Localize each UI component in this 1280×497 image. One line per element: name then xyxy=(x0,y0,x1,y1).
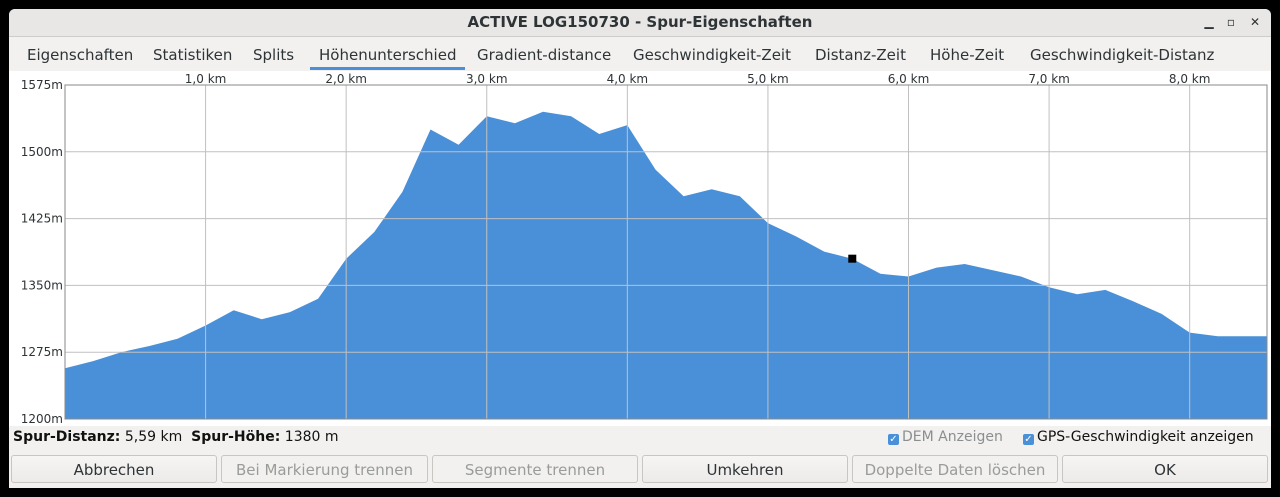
x-tick-label: 2,0 km xyxy=(325,72,367,86)
y-tick-label: 1350m xyxy=(21,278,63,292)
x-tick-label: 8,0 km xyxy=(1169,72,1211,86)
chart-frame xyxy=(64,84,1268,420)
tab-bar: Eigenschaften Statistiken Splits Höhenun… xyxy=(9,42,1271,70)
tab-hoehenunterschied[interactable]: Höhenunterschied xyxy=(309,42,467,70)
minimize-icon[interactable]: ▁ xyxy=(1204,15,1214,29)
height-label: Spur-Höhe: xyxy=(191,429,281,445)
x-tick-label: 6,0 km xyxy=(888,72,930,86)
x-tick-label: 5,0 km xyxy=(747,72,789,86)
gps-speed-checkbox[interactable]: ✓ GPS-Geschwindigkeit anzeigen xyxy=(1023,429,1254,445)
elevation-area xyxy=(65,111,1267,419)
cancel-button[interactable]: Abbrechen xyxy=(11,455,217,483)
button-bar: Abbrechen Bei Markierung trennen Segment… xyxy=(9,455,1271,485)
split-segments-button[interactable]: Segmente trennen xyxy=(432,455,638,483)
checkbox-checked-icon[interactable]: ✓ xyxy=(1023,434,1034,445)
close-icon[interactable]: ✕ xyxy=(1249,15,1261,29)
checkbox-checked-icon[interactable]: ✓ xyxy=(888,434,899,445)
tab-hoehe-zeit[interactable]: Höhe-Zeit xyxy=(930,46,1005,64)
x-tick-label: 4,0 km xyxy=(607,72,649,86)
reverse-button[interactable]: Umkehren xyxy=(642,455,848,483)
y-tick-label: 1200m xyxy=(21,412,63,426)
tab-geschwindigkeit-zeit[interactable]: Geschwindigkeit-Zeit xyxy=(633,46,791,64)
dem-checkbox[interactable]: ✓ DEM Anzeigen xyxy=(888,429,1003,445)
y-tick-label: 1575m xyxy=(21,78,63,92)
x-tick-label: 1,0 km xyxy=(185,72,227,86)
height-value: 1380 m xyxy=(284,429,339,445)
ok-button[interactable]: OK xyxy=(1062,455,1268,483)
elevation-chart-svg[interactable]: 1575m 1500m 1425m 1350m 1275m 1200m 1,0 km 2,0 … xyxy=(9,71,1271,426)
track-info: Spur-Distanz: 5,59 km Spur-Höhe: 1380 m xyxy=(13,429,339,445)
delete-duplicates-button[interactable]: Doppelte Daten löschen xyxy=(852,455,1058,483)
title-bar[interactable]: ACTIVE LOG150730 - Spur-Eigenschaften ▁ … xyxy=(9,9,1271,37)
tab-geschwindigkeit-distanz[interactable]: Geschwindigkeit-Distanz xyxy=(1030,46,1215,64)
y-tick-label: 1425m xyxy=(21,212,63,226)
tab-gradient-distance[interactable]: Gradient-distance xyxy=(477,46,612,64)
distance-label: Spur-Distanz: xyxy=(13,429,121,445)
elevation-chart[interactable]: 1575m 1500m 1425m 1350m 1275m 1200m 1,0 km 2,0 … xyxy=(9,71,1271,426)
window-title: ACTIVE LOG150730 - Spur-Eigenschaften xyxy=(467,13,813,31)
y-tick-label: 1275m xyxy=(21,345,63,359)
position-marker xyxy=(848,254,857,263)
tab-statistiken[interactable]: Statistiken xyxy=(153,46,233,64)
tab-eigenschaften[interactable]: Eigenschaften xyxy=(27,46,134,64)
tab-splits[interactable]: Splits xyxy=(253,46,295,64)
maximize-icon[interactable]: ▫ xyxy=(1226,15,1236,29)
distance-value: 5,59 km xyxy=(124,429,183,445)
y-tick-label: 1500m xyxy=(21,145,63,159)
tab-distanz-zeit[interactable]: Distanz-Zeit xyxy=(815,46,906,64)
dem-checkbox-label: DEM Anzeigen xyxy=(902,429,1003,445)
split-at-marker-button[interactable]: Bei Markierung trennen xyxy=(221,455,428,483)
gps-speed-checkbox-label: GPS-Geschwindigkeit anzeigen xyxy=(1037,429,1254,445)
x-tick-label: 3,0 km xyxy=(466,72,508,86)
x-tick-label: 7,0 km xyxy=(1028,72,1070,86)
properties-dialog: ACTIVE LOG150730 - Spur-Eigenschaften ▁ … xyxy=(9,9,1271,488)
